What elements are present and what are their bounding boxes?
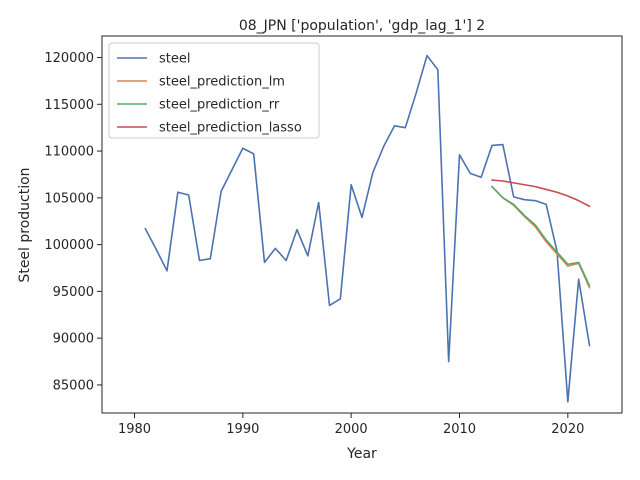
x-tick-label: 2010	[443, 422, 476, 437]
legend-entry-label: steel_prediction_lasso	[159, 121, 302, 136]
y-axis-label: Steel production	[17, 167, 33, 282]
y-tick-label: 85000	[53, 378, 94, 393]
legend-entry-label: steel	[159, 52, 190, 67]
x-tick-label: 2000	[335, 422, 368, 437]
y-tick-label: 95000	[53, 285, 94, 300]
series-line-steel	[144, 54, 591, 403]
y-tick-label: 100000	[44, 238, 94, 253]
legend-entry-label: steel_prediction_lm	[159, 75, 285, 90]
chart-title: 08_JPN ['population', 'gdp_lag_1'] 2	[239, 18, 485, 34]
x-tick-label: 1980	[118, 422, 151, 437]
plot-lines	[144, 54, 591, 403]
y-tick-label: 110000	[44, 145, 94, 160]
y-tick-label: 90000	[53, 332, 94, 347]
y-tick-label: 115000	[44, 98, 94, 113]
series-line-steel_prediction_lasso	[491, 179, 591, 208]
x-axis-ticks: 1980 1990 2000 2010 2020	[118, 413, 584, 437]
legend: steel steel_prediction_lm steel_prediction…	[108, 42, 320, 139]
x-tick-label: 1990	[226, 422, 259, 437]
y-tick-label: 120000	[44, 51, 94, 66]
legend-box	[108, 42, 320, 139]
y-tick-label: 105000	[44, 191, 94, 206]
x-tick-label: 2020	[551, 422, 584, 437]
y-axis-ticks: 85000 90000 95000 100000 105000 110000 115000 1…	[44, 51, 102, 393]
series-line-steel_prediction_rr	[491, 185, 591, 287]
legend-entry-label: steel_prediction_rr	[159, 98, 280, 113]
x-axis-label: Year	[346, 446, 377, 462]
plot-frame	[101, 35, 623, 414]
